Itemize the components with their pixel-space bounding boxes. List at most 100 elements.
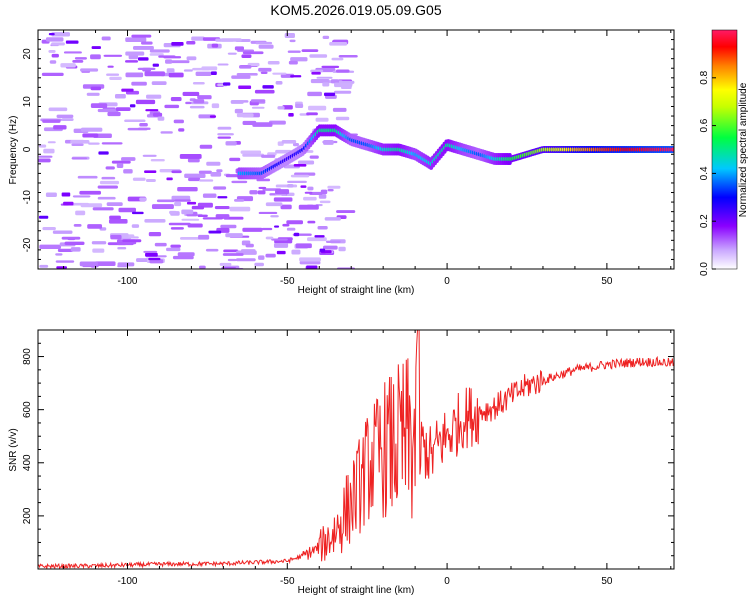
- spectrogram-noise-cell: [299, 261, 321, 265]
- spectrogram-noise-cell: [241, 54, 252, 59]
- spectrogram-noise-cell: [166, 68, 175, 73]
- spectrogram-noise-cell: [327, 185, 341, 189]
- y-tick-label: 10: [22, 96, 33, 108]
- spectrogram-noise-cell: [265, 236, 274, 240]
- y-tick-label: -20: [22, 237, 33, 252]
- colorbar-tick-label: 0.2: [699, 214, 710, 228]
- spectrogram-noise-cell: [117, 241, 134, 246]
- spectrogram-noise-cell: [210, 172, 222, 177]
- spectrogram-noise-cell: [177, 187, 198, 192]
- spectrogram-noise-cell: [149, 259, 164, 264]
- spectrogram-noise-cell: [319, 248, 326, 252]
- spectrogram-noise-cell: [199, 179, 214, 182]
- spectrogram-noise-cell: [51, 42, 65, 46]
- spectrogram-noise-cell: [110, 234, 122, 240]
- spectrogram-noise-cell: [334, 82, 353, 88]
- spectrogram-marks: [38, 32, 674, 269]
- spectrogram-noise-cell: [125, 60, 139, 63]
- spectrogram-noise-cell: [131, 224, 140, 228]
- spectrogram-noise-cell: [152, 63, 159, 67]
- colorbar-gradient: [711, 29, 738, 270]
- spectrogram-noise-cell: [323, 140, 334, 145]
- spectrogram-noise-cell: [309, 155, 319, 159]
- spectrogram-noise-cell: [122, 239, 142, 243]
- spectrogram-noise-cell: [187, 158, 200, 163]
- spectrogram-noise-cell: [217, 136, 231, 139]
- snr-y-label: SNR (v/v): [8, 428, 19, 471]
- spectrogram-noise-cell: [235, 258, 256, 262]
- spectrogram-noise-cell: [284, 33, 295, 38]
- spectrogram-noise-cell: [121, 157, 136, 161]
- spectrogram-noise-cell: [291, 249, 301, 255]
- spectrogram-noise-cell: [63, 51, 82, 54]
- spectrogram-noise-cell: [186, 201, 197, 205]
- spectrogram-noise-cell: [154, 242, 167, 247]
- spectrogram-noise-cell: [38, 155, 53, 158]
- spectrogram-noise-cell: [61, 192, 71, 197]
- spectrogram-noise-cell: [38, 215, 49, 219]
- spectrogram-noise-cell: [111, 160, 131, 164]
- spectrogram-noise-cell: [287, 184, 294, 188]
- spectrogram-noise-cell: [225, 174, 240, 178]
- spectrogram-noise-cell: [117, 262, 135, 267]
- spectrogram-noise-cell: [144, 170, 157, 174]
- x-tick-label: -100: [117, 276, 137, 287]
- spectrogram-noise-cell: [262, 85, 274, 89]
- spectrogram-noise-cell: [181, 218, 200, 221]
- spectrogram-noise-cell: [336, 210, 356, 213]
- spectrogram-noise-cell: [205, 248, 219, 252]
- spectrogram-noise-cell: [187, 223, 203, 228]
- spectrogram-noise-cell: [137, 67, 156, 71]
- snr-panel: -100 -50 0 50 200 400 600 800 Height of straig…: [8, 329, 675, 596]
- spectrogram-noise-cell: [286, 220, 304, 225]
- spectrogram-noise-cell: [131, 211, 144, 215]
- x-tick-label: -50: [280, 576, 295, 587]
- spectrogram-noise-cell: [198, 170, 212, 174]
- spectrogram-noise-cell: [225, 141, 237, 146]
- spectrogram-noise-cell: [181, 209, 194, 215]
- spectrogram-noise-cell: [273, 242, 289, 248]
- y-tick-label: -10: [22, 190, 33, 205]
- spectrogram-noise-cell: [227, 258, 237, 262]
- spectrogram-noise-cell: [287, 50, 301, 53]
- spectrogram-noise-cell: [156, 199, 175, 203]
- spectrogram-noise-cell: [191, 36, 205, 41]
- spectrogram-noise-cell: [325, 240, 341, 244]
- spectrogram-noise-cell: [166, 247, 181, 252]
- spectrogram-noise-cell: [293, 164, 307, 167]
- spectrogram-noise-cell: [172, 255, 194, 260]
- spectrogram-noise-cell: [73, 223, 82, 227]
- spectrogram-noise-cell: [65, 40, 79, 44]
- spectrogram-noise-cell: [220, 38, 242, 42]
- spectrogram-noise-cell: [322, 82, 330, 87]
- spectrogram-noise-cell: [169, 210, 177, 214]
- spectrogram-noise-cell: [242, 153, 265, 157]
- spectrogram-noise-cell: [79, 190, 102, 195]
- spectrogram-noise-cell: [148, 257, 161, 261]
- spectrogram-noise-cell: [61, 236, 81, 240]
- spectrogram-noise-cell: [97, 185, 118, 189]
- spectrogram-noise-cell: [90, 54, 101, 60]
- spectrogram-noise-cell: [183, 69, 193, 72]
- spectrogram-noise-cell: [275, 149, 292, 154]
- spectrogram-noise-cell: [117, 247, 127, 250]
- spectrogram-noise-cell: [45, 192, 57, 198]
- spectrogram-noise-cell: [234, 46, 245, 51]
- spectrogram-noise-cell: [292, 142, 300, 147]
- spectrogram-noise-cell: [295, 243, 312, 249]
- spectrogram-noise-cell: [335, 69, 350, 73]
- spectrogram-noise-cell: [145, 252, 158, 257]
- spectrogram-noise-cell: [177, 252, 195, 257]
- spectrogram-noise-cell: [125, 37, 147, 43]
- spectrogram-noise-cell: [282, 223, 290, 227]
- spectrogram-noise-cell: [71, 143, 84, 146]
- spectrogram-noise-cell: [170, 96, 182, 102]
- spectrogram-noise-cell: [38, 158, 51, 163]
- spectrogram-noise-cell: [144, 218, 166, 223]
- spectrogram-noise-cell: [211, 43, 219, 48]
- spectrogram-noise-cell: [146, 94, 162, 99]
- spectrogram-noise-cell: [265, 202, 283, 207]
- spectrogram-noise-cell: [49, 60, 57, 64]
- spectrogram-noise-cell: [214, 205, 230, 210]
- spectrogram-noise-cell: [151, 204, 174, 210]
